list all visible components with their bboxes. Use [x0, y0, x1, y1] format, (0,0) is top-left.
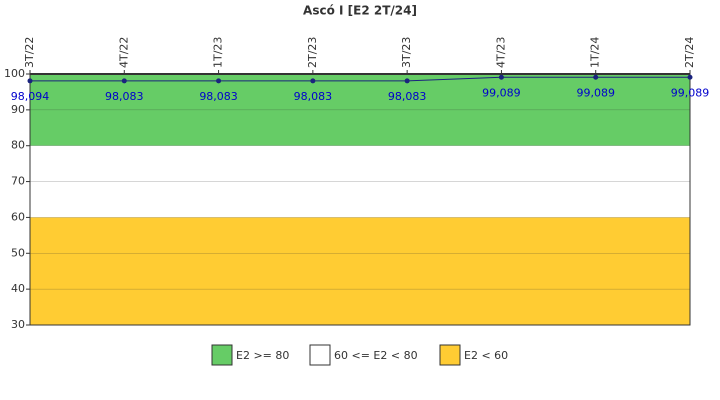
y-tick-label: 70 [11, 175, 25, 188]
data-point [498, 74, 504, 80]
data-label: 98,083 [199, 90, 238, 103]
legend-swatch [309, 344, 331, 366]
x-tick-label: 3T/23 [400, 37, 413, 68]
data-label: 98,083 [105, 90, 144, 103]
legend-label: 60 <= E2 < 80 [334, 349, 418, 362]
data-label: 98,083 [294, 90, 333, 103]
data-label: 99,089 [482, 86, 521, 99]
data-point [593, 74, 599, 80]
x-tick-label: 1T/24 [589, 37, 602, 68]
data-point [310, 78, 316, 84]
y-tick-label: 30 [11, 318, 25, 331]
data-point [216, 78, 222, 84]
data-label: 99,089 [671, 86, 710, 99]
x-tick-label: 1T/23 [212, 37, 225, 68]
y-tick-label: 40 [11, 282, 25, 295]
data-point [121, 78, 127, 84]
series-line [29, 76, 690, 82]
data-label: 98,083 [388, 90, 427, 103]
y-tick-label: 60 [11, 210, 25, 223]
band [30, 74, 690, 146]
band [30, 217, 690, 325]
x-tick-label: 2T/24 [683, 37, 696, 68]
data-label: 99,089 [576, 86, 615, 99]
data-label: 98,094 [11, 90, 50, 103]
chart-title: Ascó I [E2 2T/24] [303, 4, 417, 18]
y-tick-label: 100 [4, 67, 25, 80]
data-point [687, 74, 693, 80]
legend-swatch [211, 344, 233, 366]
legend-swatch [439, 344, 461, 366]
legend-label: E2 >= 80 [236, 349, 289, 362]
legend-label: E2 < 60 [464, 349, 508, 362]
y-tick-label: 50 [11, 246, 25, 259]
x-tick-label: 2T/23 [306, 37, 319, 68]
x-tick-label: 3T/22 [23, 37, 36, 68]
y-tick-label: 80 [11, 139, 25, 152]
x-tick-label: 4T/23 [494, 37, 507, 68]
x-tick-label: 4T/22 [117, 37, 130, 68]
y-tick-label: 90 [11, 103, 25, 116]
band [30, 145, 690, 218]
data-point [27, 78, 33, 84]
data-point [404, 78, 410, 84]
